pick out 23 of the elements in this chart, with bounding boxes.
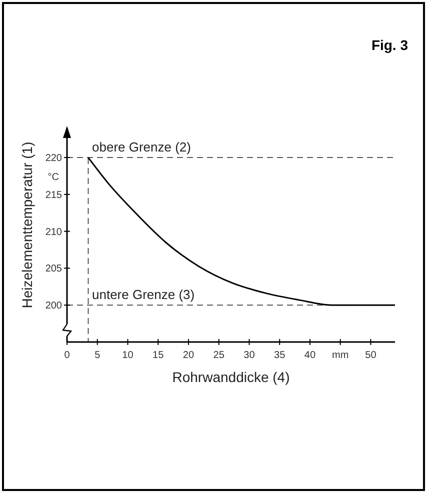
ref-line-label: untere Grenze (3): [92, 287, 195, 302]
x-tick-label: 20: [182, 350, 194, 361]
x-axis-title: Rohrwanddicke (4): [172, 369, 290, 385]
x-tick-label: 35: [274, 350, 286, 361]
x-tick-label: 15: [152, 350, 164, 361]
x-tick-label: 40: [304, 350, 316, 361]
y-tick-label: 205: [45, 264, 62, 275]
text: °C: [48, 172, 59, 183]
y-axis-title: Heizelementtemperatur (1): [19, 142, 35, 308]
x-tick-label: 10: [122, 350, 134, 361]
chart-title: Fig. 3: [371, 37, 408, 53]
x-tick-label: 5: [94, 350, 101, 361]
y-tick-label: 200: [45, 300, 62, 312]
y-tick-label: 210: [45, 226, 62, 238]
x-tick-label: mm: [332, 350, 349, 361]
ref-line-label: obere Grenze (2): [92, 140, 191, 155]
y-tick-label: 215: [45, 190, 62, 201]
x-tick-label: 0: [64, 350, 70, 361]
line-series: [88, 156, 396, 306]
y-tick-label: 220: [45, 153, 62, 164]
x-tick-label: 25: [213, 350, 225, 361]
x-tick-label: 50: [365, 350, 377, 361]
x-tick-label: 30: [244, 350, 256, 361]
